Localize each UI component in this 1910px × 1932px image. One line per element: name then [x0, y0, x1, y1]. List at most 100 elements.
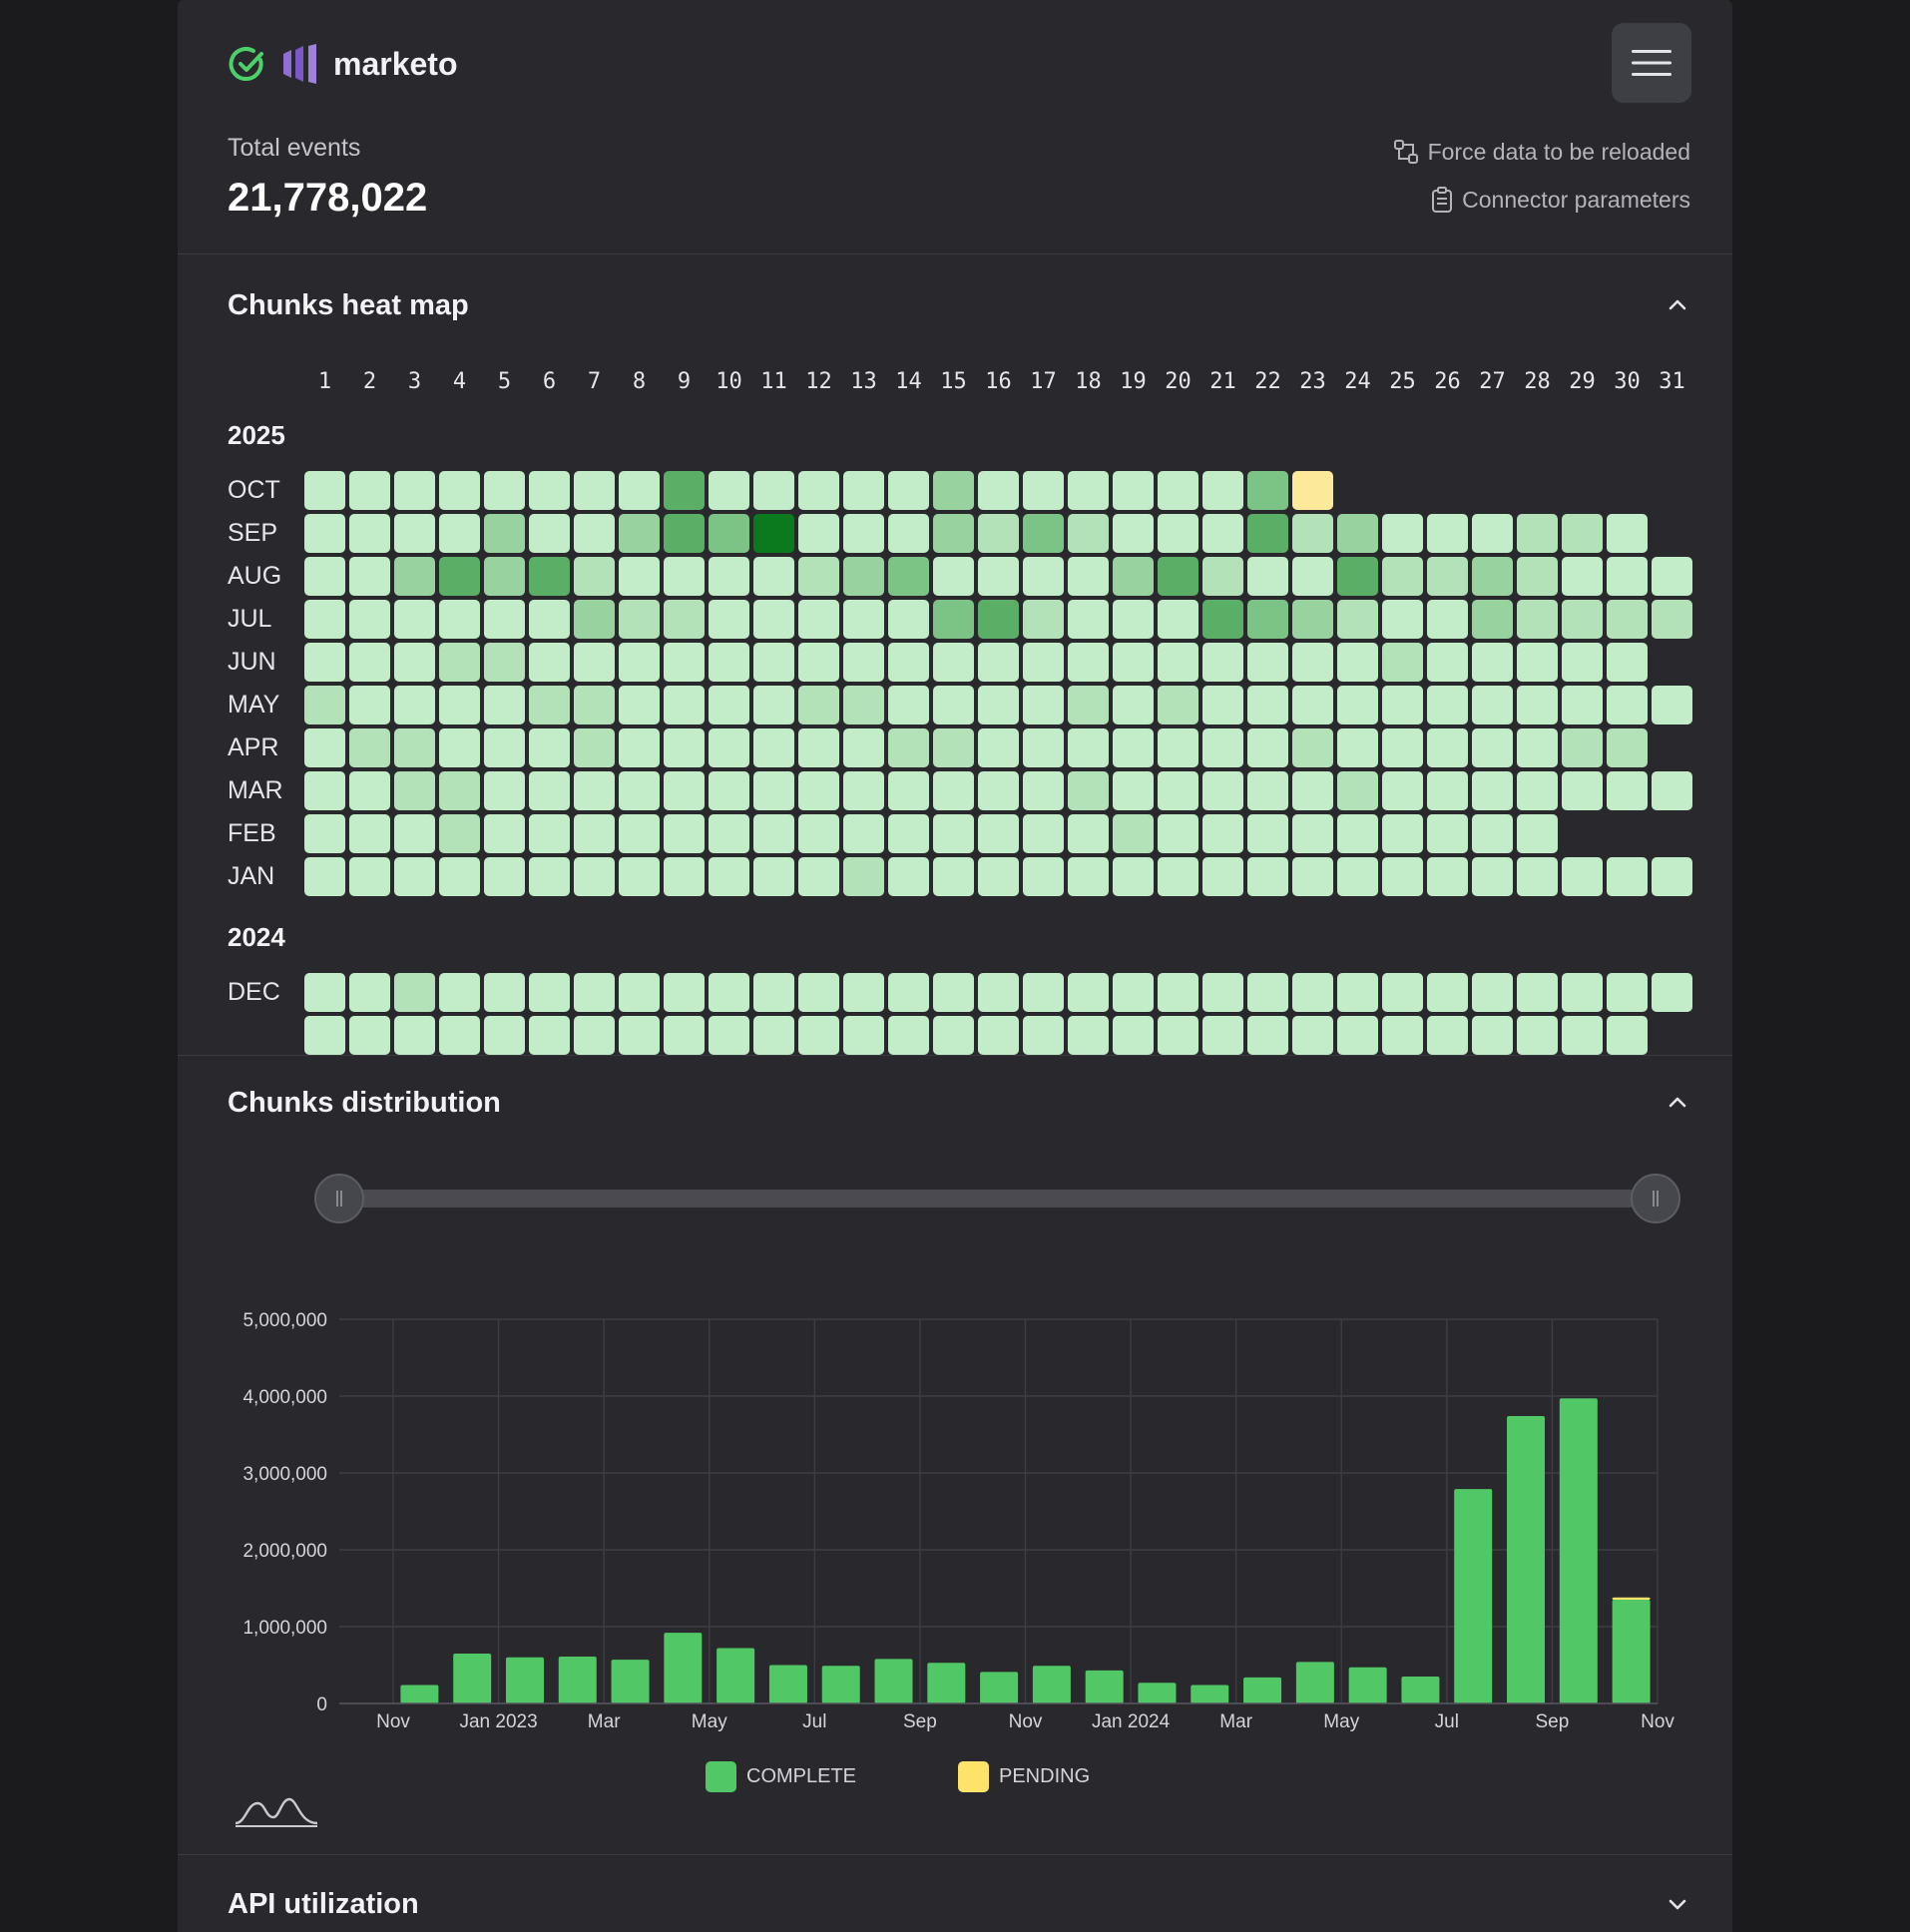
heatmap-cell[interactable] [888, 514, 929, 553]
heatmap-cell[interactable] [933, 857, 974, 896]
heatmap-cell[interactable] [1472, 857, 1513, 896]
heatmap-cell[interactable] [1158, 771, 1198, 810]
range-slider-track[interactable] [321, 1190, 1639, 1208]
heatmap-cell[interactable] [1068, 814, 1109, 853]
heatmap-cell[interactable] [1292, 514, 1333, 553]
heatmap-cell[interactable] [529, 643, 570, 682]
heatmap-cell[interactable] [1562, 514, 1603, 553]
heatmap-cell[interactable] [574, 686, 615, 724]
bar-complete[interactable] [1454, 1489, 1493, 1703]
heatmap-cell[interactable] [439, 471, 480, 510]
heatmap-cell[interactable] [1652, 771, 1692, 810]
heatmap-cell[interactable] [1292, 643, 1333, 682]
heatmap-cell[interactable] [933, 728, 974, 767]
heatmap-cell[interactable] [1517, 728, 1558, 767]
heatmap-cell[interactable] [1472, 557, 1513, 596]
collapse-chevron-up-icon[interactable] [1665, 1090, 1690, 1116]
heatmap-cell[interactable] [888, 471, 929, 510]
heatmap-cell[interactable] [978, 814, 1019, 853]
bar-complete[interactable] [1348, 1667, 1387, 1703]
heatmap-cell[interactable] [1068, 514, 1109, 553]
heatmap-cell[interactable] [304, 728, 345, 767]
heatmap-cell[interactable] [933, 814, 974, 853]
heatmap-cell[interactable] [753, 514, 794, 553]
heatmap-cell[interactable] [753, 814, 794, 853]
heatmap-cell[interactable] [1517, 557, 1558, 596]
bar-complete[interactable] [716, 1648, 755, 1703]
heatmap-cell[interactable] [1023, 814, 1064, 853]
heatmap-cell[interactable] [1337, 557, 1378, 596]
heatmap-cell[interactable] [1113, 557, 1154, 596]
heatmap-cell[interactable] [798, 557, 839, 596]
heatmap-cell[interactable] [1337, 514, 1378, 553]
heatmap-cell[interactable] [619, 973, 660, 1012]
heatmap-cell[interactable] [709, 857, 749, 896]
heatmap-cell[interactable] [888, 771, 929, 810]
heatmap-cell[interactable] [709, 771, 749, 810]
heatmap-cell[interactable] [933, 973, 974, 1012]
heatmap-cell[interactable] [753, 471, 794, 510]
heatmap-cell[interactable] [1113, 814, 1154, 853]
bar-complete[interactable] [874, 1659, 913, 1703]
heatmap-cell[interactable] [1337, 686, 1378, 724]
heatmap-cell[interactable] [1202, 471, 1243, 510]
heatmap-cell[interactable] [1202, 557, 1243, 596]
heatmap-cell[interactable] [933, 643, 974, 682]
heatmap-cell[interactable] [843, 643, 884, 682]
heatmap-cell[interactable] [1247, 471, 1288, 510]
heatmap-cell[interactable] [753, 686, 794, 724]
range-end-handle[interactable] [1631, 1174, 1680, 1223]
heatmap-cell[interactable] [1382, 728, 1423, 767]
heatmap-cell[interactable] [1023, 557, 1064, 596]
heatmap-cell[interactable] [1023, 471, 1064, 510]
heatmap-cell[interactable] [1337, 643, 1378, 682]
heatmap-cell[interactable] [933, 771, 974, 810]
heatmap-cell[interactable] [843, 857, 884, 896]
heatmap-cell[interactable] [1472, 600, 1513, 639]
heatmap-cell[interactable] [1652, 973, 1692, 1012]
heatmap-cell[interactable] [664, 471, 705, 510]
heatmap-cell[interactable] [1337, 1016, 1378, 1055]
heatmap-cell[interactable] [664, 1016, 705, 1055]
heatmap-cell[interactable] [349, 857, 390, 896]
heatmap-cell[interactable] [1247, 686, 1288, 724]
heatmap-cell[interactable] [1517, 771, 1558, 810]
heatmap-cell[interactable] [529, 1016, 570, 1055]
heatmap-cell[interactable] [439, 514, 480, 553]
heatmap-cell[interactable] [439, 857, 480, 896]
heatmap-cell[interactable] [978, 857, 1019, 896]
heatmap-cell[interactable] [753, 1016, 794, 1055]
heatmap-cell[interactable] [978, 771, 1019, 810]
heatmap-cell[interactable] [753, 600, 794, 639]
heatmap-cell[interactable] [933, 514, 974, 553]
heatmap-cell[interactable] [1337, 771, 1378, 810]
heatmap-cell[interactable] [304, 471, 345, 510]
heatmap-cell[interactable] [1607, 973, 1648, 1012]
heatmap-cell[interactable] [529, 471, 570, 510]
heatmap-cell[interactable] [619, 514, 660, 553]
heatmap-cell[interactable] [574, 1016, 615, 1055]
heatmap-cell[interactable] [1292, 771, 1333, 810]
heatmap-cell[interactable] [1202, 1016, 1243, 1055]
heatmap-cell[interactable] [349, 771, 390, 810]
heatmap-cell[interactable] [1023, 686, 1064, 724]
heatmap-cell[interactable] [753, 857, 794, 896]
heatmap-cell[interactable] [1607, 1016, 1648, 1055]
heatmap-cell[interactable] [1427, 686, 1468, 724]
heatmap-cell[interactable] [1382, 686, 1423, 724]
heatmap-cell[interactable] [798, 857, 839, 896]
heatmap-cell[interactable] [753, 771, 794, 810]
bar-complete[interactable] [1401, 1677, 1440, 1703]
heatmap-cell[interactable] [1652, 686, 1692, 724]
heatmap-cell[interactable] [1068, 728, 1109, 767]
heatmap-cell[interactable] [709, 471, 749, 510]
heatmap-cell[interactable] [978, 557, 1019, 596]
heatmap-cell[interactable] [1158, 1016, 1198, 1055]
heatmap-cell[interactable] [439, 1016, 480, 1055]
heatmap-cell[interactable] [709, 557, 749, 596]
heatmap-cell[interactable] [574, 557, 615, 596]
heatmap-cell[interactable] [1382, 973, 1423, 1012]
connector-parameters-link[interactable]: Connector parameters [1430, 187, 1690, 214]
heatmap-cell[interactable] [1652, 600, 1692, 639]
heatmap-cell[interactable] [1202, 973, 1243, 1012]
